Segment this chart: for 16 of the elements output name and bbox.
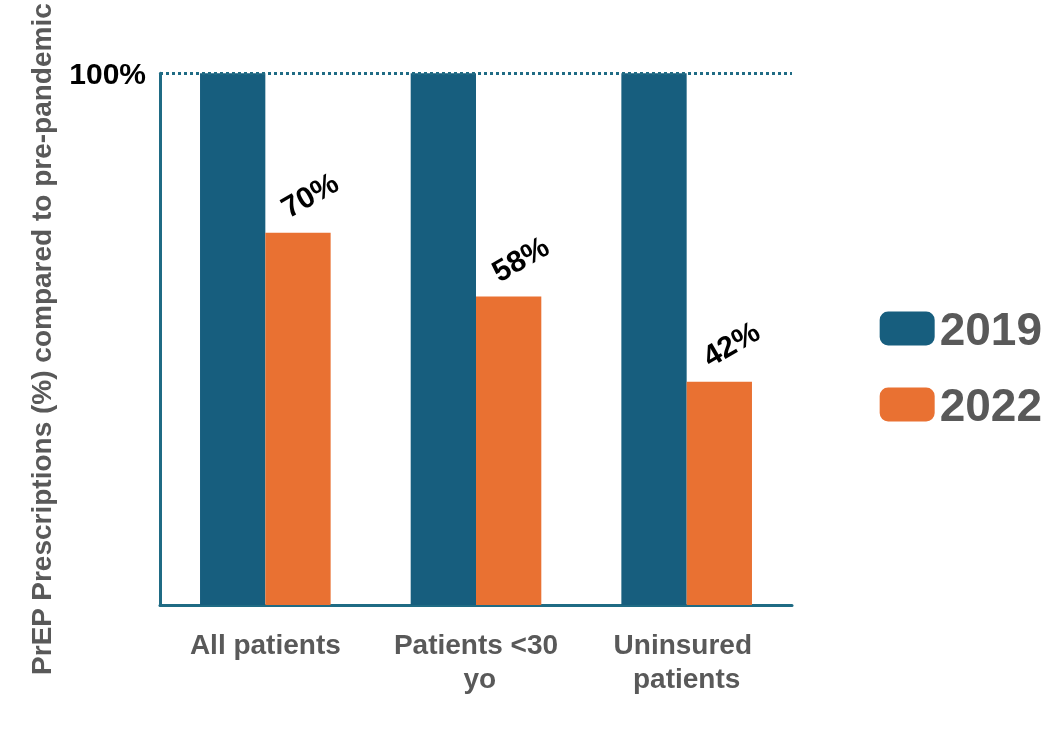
x-tick-label: Patients <30 yo (393, 628, 559, 694)
x-tick-label: All patients (189, 628, 341, 660)
data-label: 42% (696, 314, 766, 373)
bar (200, 73, 266, 605)
y-axis-title: PrEP Prescriptions (%) compared to pre-pandemic (25, 3, 57, 675)
data-label: 58% (485, 229, 555, 288)
bar (265, 232, 331, 605)
legend-label: 2022 (939, 378, 1043, 431)
bar (686, 381, 752, 605)
bar (410, 73, 476, 605)
bar (621, 73, 687, 605)
y-tick-label: 100% (69, 56, 146, 90)
x-tick-label: Uninsured patients (613, 628, 760, 694)
data-label: 70% (275, 165, 344, 225)
bar (476, 296, 542, 605)
legend-label: 2019 (939, 302, 1043, 355)
